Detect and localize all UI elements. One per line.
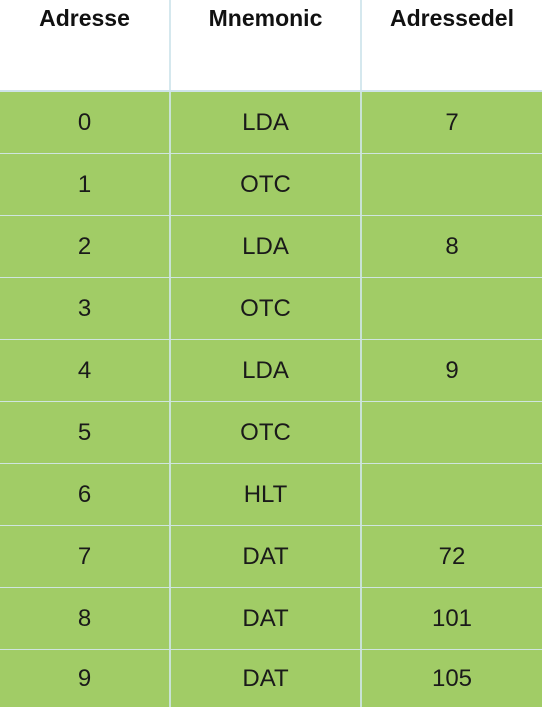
table-row: 7 DAT 72 [0,526,542,588]
cell-adresse: 6 [0,464,171,525]
table-row: 0 LDA 7 [0,92,542,154]
cell-adresse: 9 [0,650,171,707]
cell-adresse: 4 [0,340,171,401]
cell-adresse: 2 [0,216,171,277]
cell-adressedel [362,464,542,525]
table-row: 9 DAT 105 [0,650,542,707]
table-row: 8 DAT 101 [0,588,542,650]
cell-adressedel [362,154,542,215]
cell-mnemonic: OTC [171,402,362,463]
cell-mnemonic: DAT [171,526,362,587]
cell-adressedel [362,278,542,339]
table-row: 1 OTC [0,154,542,216]
cell-adressedel: 9 [445,356,459,384]
cell-adresse: 8 [0,588,171,649]
cell-mnemonic: DAT [171,588,362,649]
cell-mnemonic: OTC [171,278,362,339]
cell-mnemonic: DAT [171,650,362,707]
cell-adresse: 7 [0,526,171,587]
table-row: 2 LDA 8 [0,216,542,278]
cell-adressedel: 7 [445,108,459,136]
table-body: 0 LDA 7 1 OTC 2 LDA 8 3 OTC 4 LDA 9 5 OT… [0,92,542,707]
column-header-mnemonic: Mnemonic [171,0,362,90]
table-row: 6 HLT [0,464,542,526]
cell-adressedel: 72 [438,542,466,570]
cell-mnemonic: LDA [171,340,362,401]
cell-mnemonic: HLT [171,464,362,525]
cell-adresse: 3 [0,278,171,339]
cell-adresse: 5 [0,402,171,463]
table-header: Adresse Mnemonic Adressedel [0,0,542,92]
column-header-adresse: Adresse [0,0,171,90]
cell-mnemonic: LDA [171,216,362,277]
cell-adressedel: 105 [431,664,473,692]
column-header-adressedel: Adressedel [389,5,514,31]
table-row: 4 LDA 9 [0,340,542,402]
cell-mnemonic: LDA [171,92,362,153]
cell-adresse: 0 [0,92,171,153]
table-row: 5 OTC [0,402,542,464]
cell-adressedel: 8 [445,232,459,260]
cell-adressedel [362,402,542,463]
cell-adresse: 1 [0,154,171,215]
cell-mnemonic: OTC [171,154,362,215]
table-row: 3 OTC [0,278,542,340]
cell-adressedel: 101 [431,604,473,632]
